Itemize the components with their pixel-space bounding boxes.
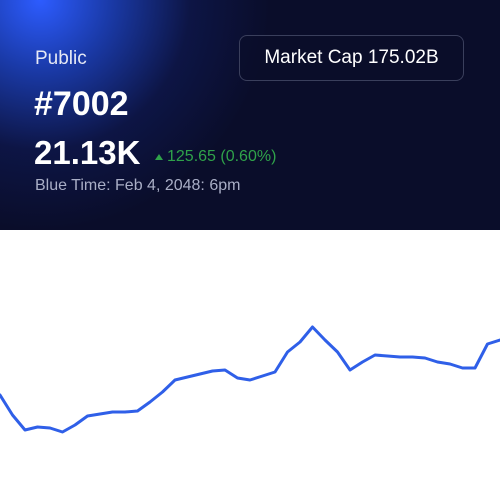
timestamp: Blue Time: Feb 4, 2048: 6pm (35, 177, 241, 194)
price-line (0, 325, 500, 434)
price-change: 125.65 (0.60%) (155, 148, 276, 166)
header-label: Public (35, 48, 87, 69)
market-cap-button[interactable]: Market Cap 175.02B (239, 35, 464, 81)
up-arrow-icon (155, 153, 163, 160)
price-change-text: 125.65 (0.60%) (167, 148, 277, 165)
price: 21.13K (34, 134, 141, 171)
header-title: #7002 (34, 85, 129, 123)
header: Public #7002 21.13K 125.65 (0.60%) Blue … (0, 0, 500, 230)
